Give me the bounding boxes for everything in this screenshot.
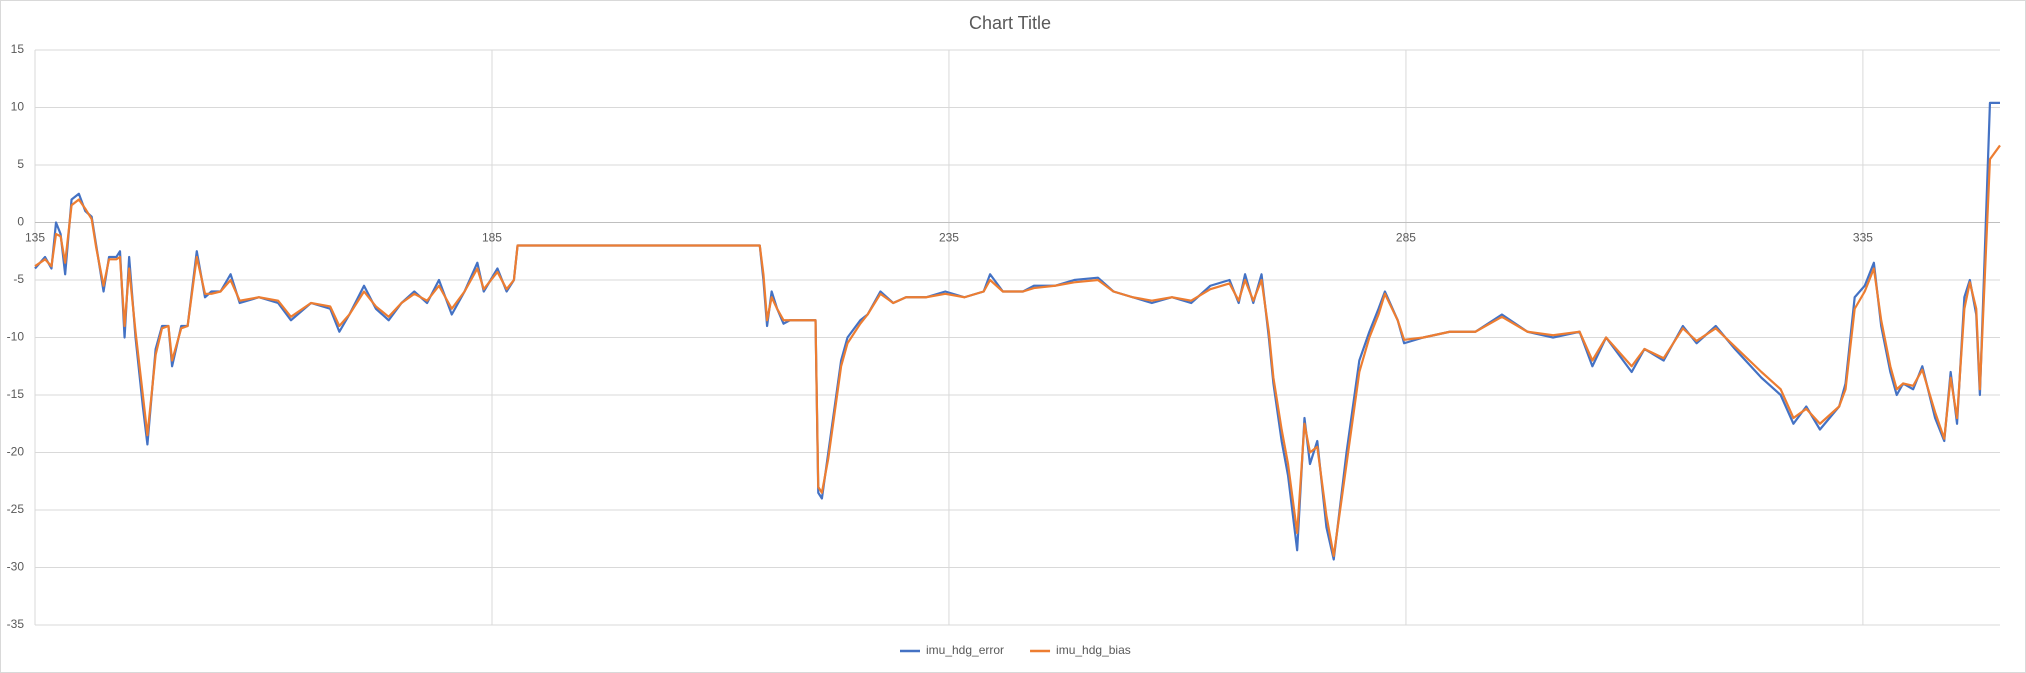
y-tick-label: 15 bbox=[11, 42, 25, 56]
y-tick-label: 0 bbox=[17, 215, 24, 229]
y-tick-label: -30 bbox=[7, 560, 25, 574]
legend-label: imu_hdg_error bbox=[926, 643, 1004, 657]
y-tick-label: -15 bbox=[7, 387, 25, 401]
y-tick-label: -25 bbox=[7, 502, 25, 516]
y-tick-label: -10 bbox=[7, 330, 25, 344]
x-tick-label: 185 bbox=[482, 231, 502, 245]
legend-label: imu_hdg_bias bbox=[1056, 643, 1131, 657]
series-line bbox=[34, 144, 2001, 558]
y-tick-label: 10 bbox=[11, 100, 25, 114]
chart-title: Chart Title bbox=[969, 13, 1051, 33]
y-tick-label: -5 bbox=[13, 272, 24, 286]
y-tick-label: 5 bbox=[17, 157, 24, 171]
x-tick-label: 135 bbox=[25, 231, 45, 245]
x-tick-label: 285 bbox=[1396, 231, 1416, 245]
x-tick-label: 235 bbox=[939, 231, 959, 245]
x-tick-label: 335 bbox=[1853, 231, 1873, 245]
y-tick-label: -35 bbox=[7, 617, 25, 631]
y-tick-label: -20 bbox=[7, 445, 25, 459]
